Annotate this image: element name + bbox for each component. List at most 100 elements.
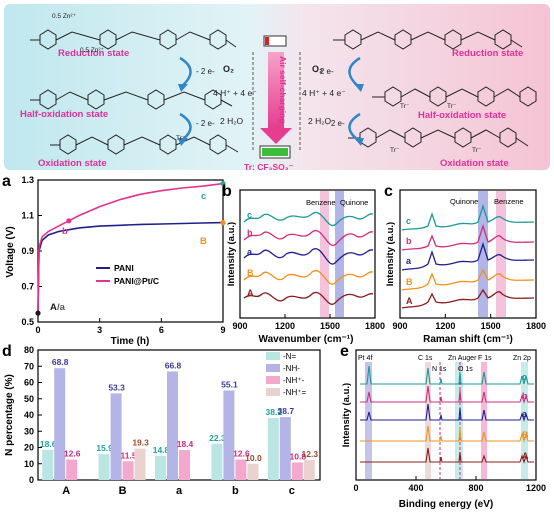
xps-label-c: c bbox=[522, 372, 527, 382]
category-label: a bbox=[176, 485, 183, 497]
right-state-1: Reduction state bbox=[452, 48, 523, 59]
bar-b-0 bbox=[211, 443, 223, 480]
a-xtick-label: 3 bbox=[97, 325, 102, 335]
panel-d-yticks: 0 10 20 30 40 50 60 70 80 bbox=[24, 345, 42, 485]
bar-value-label: 38.2 bbox=[266, 407, 283, 417]
panel-d: d 0 10 20 30 40 50 60 70 80 18.6 68.8 12.6 15.9 53.3… bbox=[2, 343, 321, 497]
panel-c-ylabel: Intensity (a.u.) bbox=[385, 222, 396, 286]
a-ytick-label: 0.5 bbox=[21, 317, 34, 327]
peak-pt4f: Pt 4f bbox=[358, 355, 372, 362]
bar-value-label: 15.9 bbox=[96, 443, 113, 453]
bar-value-label: 14.8 bbox=[153, 445, 170, 455]
bar-c-2 bbox=[291, 462, 303, 480]
xps-label-b: b bbox=[522, 391, 528, 401]
xtick-label: 1800 bbox=[365, 321, 385, 331]
ftir-label-b: b bbox=[247, 228, 253, 238]
marker-b bbox=[66, 218, 72, 224]
bar-a-2 bbox=[179, 450, 190, 480]
left-oxidized-chain bbox=[50, 134, 239, 155]
right-reduced-chain bbox=[333, 29, 523, 50]
right-arrow-2 bbox=[348, 112, 361, 141]
peak-zn2p: Zn 2p bbox=[513, 355, 531, 362]
panel-a-xticks: 0 3 6 9 bbox=[35, 318, 226, 335]
panel-a-legend: PANI PANI@Pt/C bbox=[96, 263, 159, 286]
xtick-label: 1800 bbox=[526, 321, 546, 331]
d-ytick-label: 50 bbox=[24, 394, 34, 404]
legend-nh-plus-eq: -NH⁺= bbox=[283, 388, 306, 397]
xps-trace-b bbox=[360, 385, 534, 404]
bar-value-label: 22.3 bbox=[209, 433, 226, 443]
quinone-band-b bbox=[335, 191, 344, 317]
panel-b-letter: b bbox=[222, 183, 232, 200]
xps-label-B: B bbox=[522, 430, 529, 440]
a-xtick-label: 9 bbox=[220, 325, 225, 335]
benzene-band-b bbox=[320, 191, 329, 317]
xtick-label: 900 bbox=[392, 321, 407, 331]
legend-pani-ptc: PANI@Pt/C bbox=[114, 276, 159, 286]
voltage-series-0 bbox=[37, 221, 224, 314]
benzene-label-c: Benzene bbox=[494, 197, 524, 206]
xtick-label: 1200 bbox=[275, 321, 295, 331]
left-half-oxidized-chain bbox=[30, 89, 233, 110]
bar-value-label: 18.4 bbox=[177, 439, 194, 449]
bar-c-3 bbox=[303, 460, 315, 480]
panel-c-letter: c bbox=[384, 183, 393, 200]
f1s-band bbox=[481, 362, 487, 479]
d-ytick-label: 70 bbox=[24, 361, 34, 371]
a-xtick-label: 0 bbox=[35, 325, 40, 335]
panel-e-frame bbox=[355, 349, 537, 481]
c1s-band bbox=[425, 362, 431, 479]
a-ytick-label: 0.9 bbox=[21, 246, 34, 256]
left-state-2: Half-oxidation state bbox=[20, 109, 108, 120]
marker-label-b: b bbox=[62, 226, 68, 237]
marker-label-c: c bbox=[201, 191, 206, 202]
panel-a-ylabel: Voltage (V) bbox=[5, 226, 16, 277]
bar-A-1 bbox=[54, 368, 66, 480]
bar-B-0 bbox=[98, 454, 110, 480]
d-ytick-label: 80 bbox=[24, 345, 34, 355]
bar-B-2 bbox=[122, 461, 134, 480]
panel-a: a 0.5 0.7 0.9 1.1 1.3 0 3 6 9 Voltage (V) Time … bbox=[2, 173, 226, 347]
raman-trace-B bbox=[401, 268, 535, 291]
panel-e-ylabel: Intensity (a.u.) bbox=[341, 383, 352, 447]
tr-right-2: Tr⁻ bbox=[447, 103, 457, 110]
reaction-top-right: 4 H⁺ + 4 e⁻ bbox=[302, 88, 346, 98]
tr-right-1: Tr⁻ bbox=[400, 103, 410, 110]
d-ytick-label: 0 bbox=[29, 475, 34, 485]
panel-e: e c b a B A Pt 4f C 1s N 1s Zn Auger O 1… bbox=[340, 343, 546, 510]
raman-label-b: b bbox=[406, 236, 412, 246]
xtick-label: 1500 bbox=[481, 321, 501, 331]
center-arrow-shaft bbox=[268, 52, 284, 128]
a-xtick-label: 6 bbox=[159, 325, 164, 335]
bar-value-label: 66.8 bbox=[165, 360, 182, 370]
tr-definition: Tr: CF₃SO₃⁻ bbox=[244, 162, 294, 172]
peak-f1s: F 1s bbox=[478, 355, 492, 362]
marker-A bbox=[35, 310, 41, 316]
bar-value-label: 18.6 bbox=[40, 439, 57, 449]
raman-label-a: a bbox=[406, 256, 412, 266]
xps-trace-A bbox=[360, 447, 534, 464]
zn-label-bottom: 0.5 Zn²⁺ bbox=[80, 47, 105, 54]
panel-a-xlabel: Time (h) bbox=[111, 336, 150, 347]
zn-label-top: 0.5 Zn²⁺ bbox=[52, 13, 77, 20]
tr-right-3: Tr⁻ bbox=[390, 147, 400, 154]
reaction-top-left: 4 H⁺ + 4 e⁻ bbox=[213, 88, 257, 98]
marker-B bbox=[220, 220, 226, 226]
legend-pani: PANI bbox=[114, 263, 134, 273]
left-molecules bbox=[30, 29, 239, 155]
peak-c1s: C 1s bbox=[418, 355, 433, 362]
xps-label-a: a bbox=[522, 409, 528, 419]
ftir-label-B: B bbox=[247, 268, 254, 278]
a-ytick-label: 1.3 bbox=[21, 175, 34, 185]
left-state-3: Oxidation state bbox=[38, 158, 107, 169]
bar-a-1 bbox=[167, 371, 178, 480]
raman-trace-b bbox=[401, 223, 535, 251]
bar-b-2 bbox=[235, 459, 247, 480]
panel-a-letter: a bbox=[2, 173, 11, 190]
panel-a-markers bbox=[35, 180, 226, 316]
a-ytick-label: 1.1 bbox=[21, 211, 34, 221]
o2-right: O₂ bbox=[312, 64, 323, 74]
raman-trace-c bbox=[401, 203, 535, 231]
d-ytick-label: 40 bbox=[24, 410, 34, 420]
panel-d-bars: 18.6 68.8 12.6 15.9 53.3 11.5 19.3 14.8 66.8 18.4… bbox=[40, 357, 318, 480]
